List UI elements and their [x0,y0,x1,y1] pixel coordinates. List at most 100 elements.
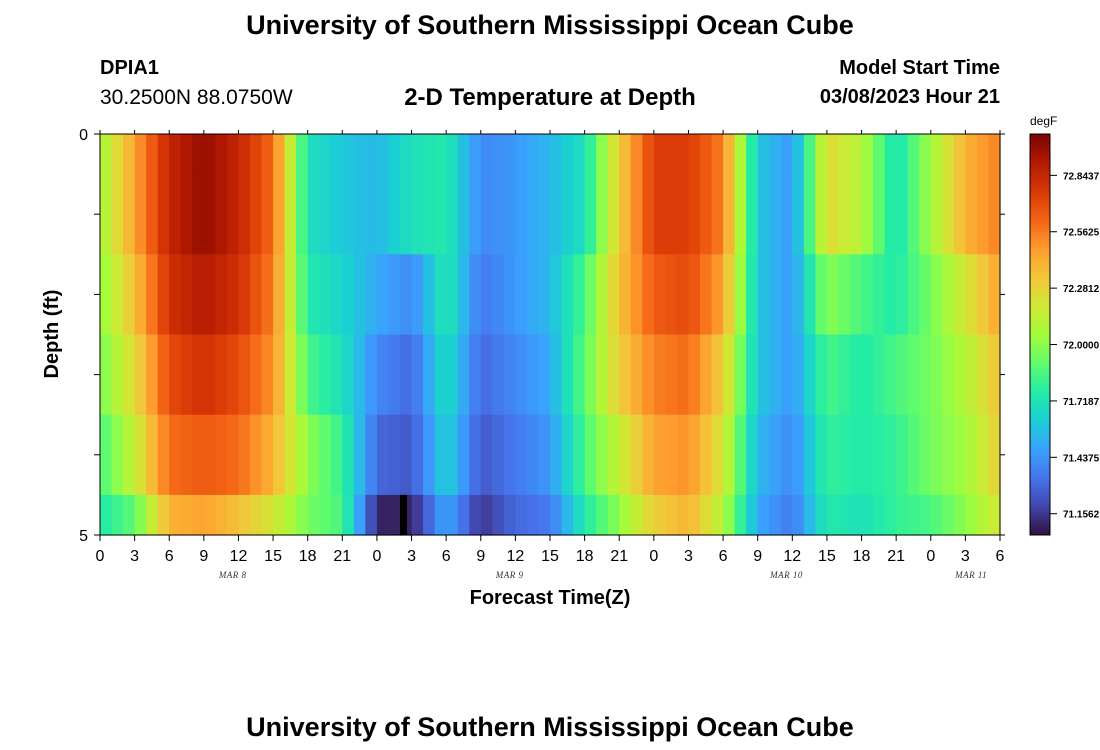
heatmap-cell [642,134,655,175]
heatmap-cell [111,174,124,255]
heatmap-cell [907,494,920,536]
heatmap-cell [469,414,482,496]
x-tick-label: 21 [333,548,351,565]
heatmap-cell [538,174,551,255]
heatmap-cell [700,134,713,175]
heatmap-cell [919,494,932,536]
heatmap-cell [873,494,886,536]
heatmap-cell [400,414,413,496]
heatmap-cell [734,174,747,255]
heatmap-cell [815,134,828,175]
heatmap-cell [157,174,170,255]
heatmap-cell [480,334,493,416]
heatmap-cell [146,254,159,336]
heatmap-cell [111,254,124,336]
colorbar-tick-label: 71.4375 [1063,453,1100,464]
heatmap-cell [388,334,401,416]
heatmap-cell [676,174,690,255]
colorbar-tick-label: 72.0000 [1063,341,1100,352]
x-tick-label: 6 [996,548,1005,565]
heatmap-cell [653,134,666,175]
colorbar-tick-label: 71.1562 [1063,510,1100,521]
heatmap-cell [434,494,447,536]
heatmap-cell [215,174,228,255]
y-axis-label: Depth (ft) [41,290,63,379]
heatmap-cell [653,174,666,255]
heatmap-cell [376,494,390,536]
heatmap-cell [976,494,990,536]
heatmap-cell [953,174,966,255]
heatmap-cell [561,254,574,336]
heatmap-cell [607,174,620,255]
heatmap-cell [365,134,378,175]
heatmap-cell [296,254,309,336]
heatmap-cell [665,134,678,175]
heatmap-cell [480,174,493,255]
heatmap-cell [573,134,586,175]
heatmap-cell [873,414,886,496]
colorbar-unit: degF [1030,114,1057,128]
heatmap-cell [469,334,482,416]
heatmap-cell [896,414,909,496]
heatmap-cell [665,174,678,255]
heatmap-cell [630,254,643,336]
heatmap-cell [896,174,909,255]
heatmap-cell [930,134,943,175]
heatmap-cell [884,254,897,336]
heatmap-cell [561,494,574,536]
heatmap-cell [838,494,851,536]
heatmap-cell [723,414,736,496]
heatmap-cell [988,174,1001,255]
heatmap-cell [342,414,355,496]
heatmap-cell [123,254,136,336]
x-tick-label: 0 [649,548,658,565]
heatmap-cell [123,134,136,175]
heatmap-cell [550,494,563,536]
heatmap-cell [746,174,759,255]
heatmap-cell [457,174,470,255]
heatmap-cell [619,414,632,496]
heatmap-cell [850,494,863,536]
heatmap-cell [653,254,666,336]
station-coords: 30.2500N 88.0750W [100,86,293,109]
heatmap-cell [146,174,159,255]
heatmap-cell [884,414,897,496]
x-tick-label: 6 [442,548,451,565]
heatmap-cell [919,334,932,416]
heatmap-cell [180,414,193,496]
heatmap-cell [273,414,286,496]
x-tick-label: 18 [299,548,317,565]
heatmap-cell [226,334,240,416]
y-tick-label: 0 [79,127,88,144]
heatmap-cell [192,134,205,175]
heatmap-cell [619,494,632,536]
heatmap-cell [896,134,909,175]
heatmap-cell [492,494,505,536]
heatmap-cell [688,414,701,496]
heatmap-cell [976,174,990,255]
date-label: MAR 11 [955,570,988,580]
heatmap-cell [203,414,216,496]
heatmap-cell [826,134,840,175]
heatmap-cell [238,134,251,175]
heatmap-cell [480,494,493,536]
date-label: MAR 8 [218,570,247,580]
x-tick-label: 6 [719,548,728,565]
heatmap-cell [538,254,551,336]
heatmap-cell [123,334,136,416]
heatmap-cell [307,334,320,416]
heatmap-cell [873,334,886,416]
heatmap-cell [884,494,897,536]
x-tick-label: 3 [407,548,416,565]
heatmap-cell [411,254,424,336]
heatmap-cell [353,174,366,255]
heatmap-cell [734,134,747,175]
heatmap-cell [203,254,216,336]
x-tick-label: 18 [853,548,871,565]
heatmap-cell [457,414,470,496]
heatmap-cell [676,134,690,175]
heatmap-cell [157,494,170,536]
heatmap-cell [157,414,170,496]
heatmap-cell [965,134,978,175]
heatmap-cell [988,334,1001,416]
